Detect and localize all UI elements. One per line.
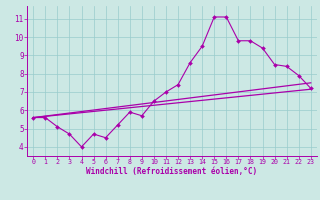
X-axis label: Windchill (Refroidissement éolien,°C): Windchill (Refroidissement éolien,°C) (86, 167, 258, 176)
